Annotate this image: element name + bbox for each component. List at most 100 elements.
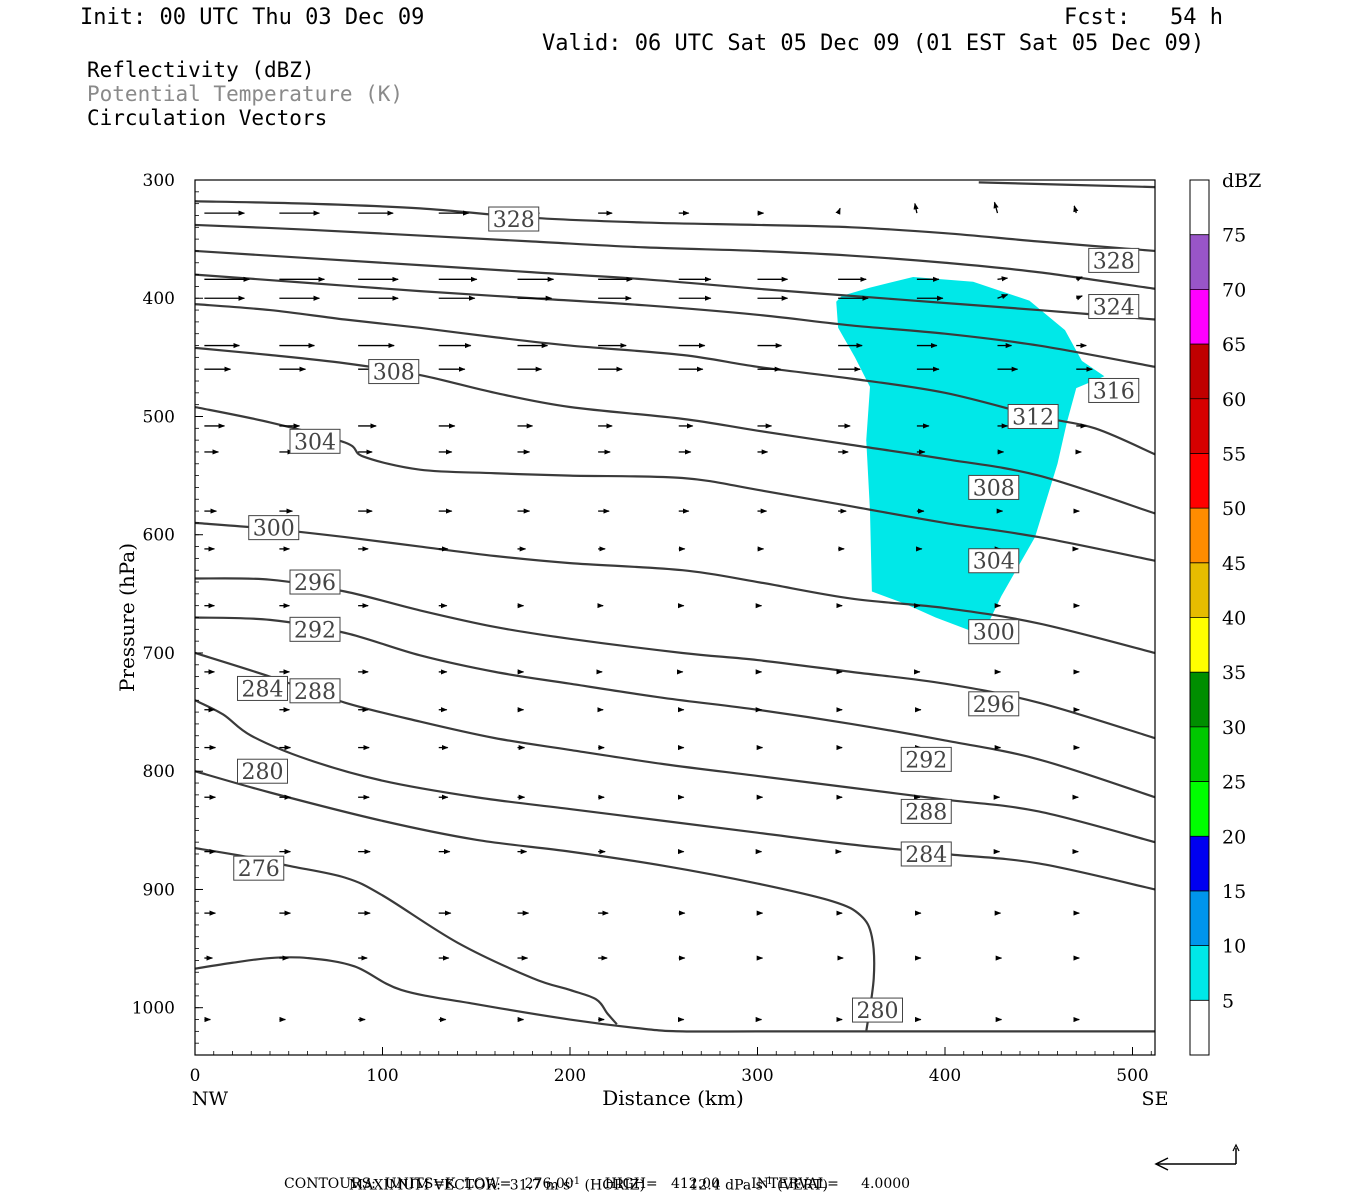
colorbar-tick-label: 15 <box>1222 881 1246 903</box>
contour-label-box <box>488 206 540 232</box>
contour-label-box <box>237 675 288 701</box>
se-label: SE <box>1142 1088 1169 1110</box>
colorbar-segment <box>1190 234 1209 290</box>
colorbar-tick-label: 30 <box>1222 717 1246 739</box>
field-label-vectors: Circulation Vectors <box>87 106 328 130</box>
y-tick-label: 600 <box>143 526 175 546</box>
contour-label-box <box>1007 403 1059 429</box>
contour-label-316: 316 <box>1093 379 1135 404</box>
nw-label: NW <box>192 1088 229 1110</box>
colorbar-tick-label: 20 <box>1222 826 1246 848</box>
contour-label-box <box>968 474 1020 500</box>
theta-contour-332 <box>978 181 1155 189</box>
contour-label-box <box>968 691 1020 717</box>
colorbar-tick-label: 65 <box>1222 334 1246 356</box>
colorbar-segment <box>1190 562 1209 618</box>
colorbar-segment <box>1190 180 1209 235</box>
max-vector-vert: 12.4 dPa s <box>689 1177 763 1194</box>
colorbar-tick-label: 5 <box>1222 990 1234 1012</box>
contour-label-box <box>289 428 341 454</box>
colorbar-segment <box>1190 836 1209 891</box>
forecast-hour: Fcst: 54 h <box>1064 5 1223 30</box>
init-time: Init: 00 UTC Thu 03 Dec 09 <box>80 5 425 30</box>
colorbar-tick-label: 60 <box>1222 389 1246 411</box>
contour-label-288: 288 <box>294 680 336 705</box>
theta-contour-328 <box>195 200 1155 253</box>
colorbar-tick-label: 35 <box>1222 662 1246 684</box>
circulation-vector <box>1075 276 1083 282</box>
contour-label-box <box>289 678 341 704</box>
circulation-vector <box>1075 295 1083 301</box>
contour-label-312: 312 <box>1012 405 1054 430</box>
reflectivity-region <box>836 276 1105 636</box>
max-vector-horiz-unit: (HORIZ) <box>584 1177 645 1194</box>
theta-contour-280 <box>195 956 1155 1033</box>
reference-vector-icon <box>1154 1143 1240 1171</box>
contour-label-box <box>233 855 285 881</box>
colorbar-tick-label: 75 <box>1222 225 1246 247</box>
x-tick-label: 500 <box>1116 1066 1148 1086</box>
x-tick-label: 0 <box>190 1066 201 1086</box>
colorbar-segment <box>1190 1000 1209 1055</box>
colorbar-segment <box>1190 672 1209 727</box>
contour-label-280: 280 <box>857 999 899 1024</box>
colorbar-segment <box>1190 508 1209 563</box>
contour-label-box <box>1088 294 1140 320</box>
x-tick-label: 300 <box>741 1066 773 1086</box>
contour-label-box <box>289 569 341 595</box>
y-axis-label: Pressure (hPa) <box>115 543 139 692</box>
colorbar-tick-label: 10 <box>1222 936 1246 958</box>
circulation-vector <box>1073 205 1079 214</box>
contour-label-box <box>900 746 952 772</box>
contour-label-296: 296 <box>973 693 1015 718</box>
theta-contour-308 <box>195 346 1155 515</box>
y-tick-label: 300 <box>143 171 175 191</box>
max-vector-line: MAXIMUM VECTOR: 31.7 m s-1 (HORIZ) 12.4 … <box>348 1176 828 1194</box>
contour-label-296: 296 <box>294 571 336 596</box>
contour-label-292: 292 <box>294 618 336 643</box>
contour-label-276: 276 <box>238 857 280 882</box>
contour-label-box <box>968 619 1020 645</box>
y-tick-label: 400 <box>143 289 175 309</box>
y-tick-label: 500 <box>143 407 175 427</box>
colorbar-segment <box>1190 344 1209 399</box>
max-vector-label: MAXIMUM VECTOR: <box>348 1177 501 1194</box>
contour-label-284: 284 <box>242 677 284 702</box>
y-tick-label: 800 <box>143 762 175 782</box>
colorbar-tick-label: 50 <box>1222 498 1246 520</box>
contour-label-304: 304 <box>294 430 336 455</box>
colorbar-segment <box>1190 726 1209 782</box>
theta-contour-304 <box>195 405 1155 562</box>
contour-label-box <box>1088 247 1140 273</box>
circulation-vector <box>913 202 919 214</box>
contour-label-280: 280 <box>242 760 284 785</box>
theta-contour-320 <box>195 249 1155 321</box>
theta-contour-300 <box>195 521 1155 655</box>
colorbar-segment <box>1190 453 1209 509</box>
contours-info: CONTOURS: UNITS=K LOW= 276.00 HIGH= 412.… <box>284 1176 911 1192</box>
theta-contour-288 <box>195 651 1155 844</box>
field-label-theta: Potential Temperature (K) <box>87 82 404 106</box>
theta-contour-296 <box>195 577 1155 740</box>
contour-label-300: 300 <box>973 621 1015 646</box>
colorbar-tick-label: 25 <box>1222 772 1246 794</box>
contour-label-box <box>289 616 341 642</box>
contour-label-324: 324 <box>1093 296 1135 321</box>
max-vector-vert-unit: (VERT) <box>777 1177 828 1194</box>
colorbar-segment <box>1190 617 1209 673</box>
contour-label-box <box>852 997 903 1023</box>
field-label-reflectivity: Reflectivity (dBZ) <box>87 58 315 82</box>
contour-label-box <box>368 359 420 385</box>
contour-label-300: 300 <box>253 517 295 542</box>
x-tick-label: 200 <box>554 1066 586 1086</box>
valid-time: Valid: 06 UTC Sat 05 Dec 09 (01 EST Sat … <box>542 31 1205 56</box>
x-tick-label: 400 <box>929 1066 961 1086</box>
theta-contour-280 <box>195 770 876 1032</box>
contour-label-292: 292 <box>905 748 947 773</box>
circulation-vector <box>993 201 999 214</box>
circulation-vector <box>835 207 841 215</box>
contour-label-308: 308 <box>973 476 1015 501</box>
colorbar-tick-label: 55 <box>1222 443 1246 465</box>
colorbar-segment <box>1190 890 1209 946</box>
